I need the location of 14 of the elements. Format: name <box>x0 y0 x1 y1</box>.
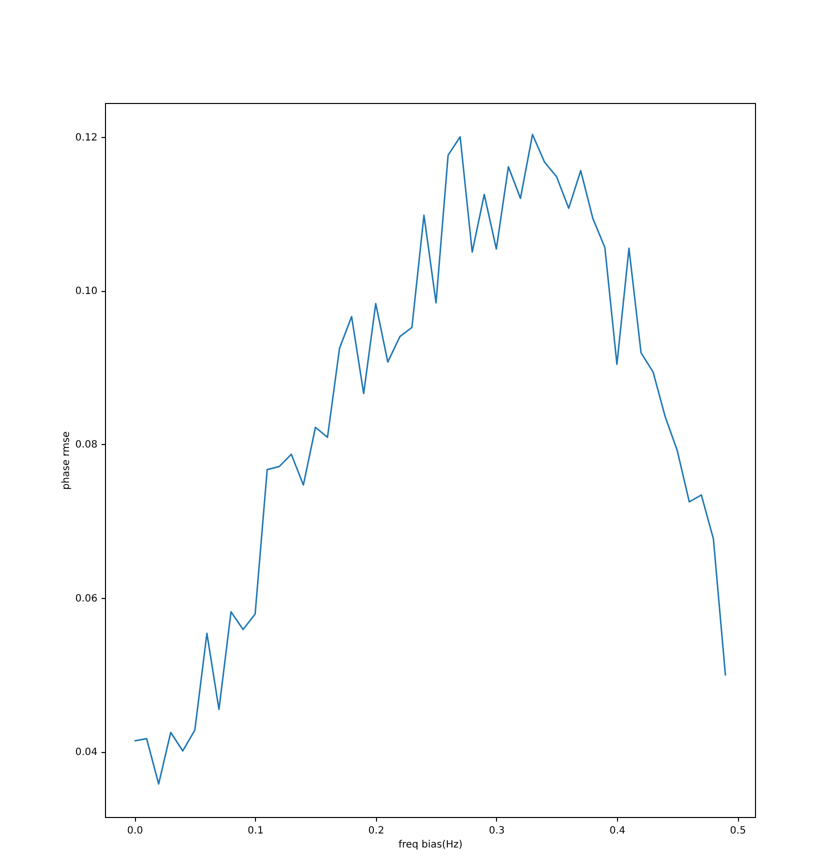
x-tick-label: 0.3 <box>488 826 505 836</box>
y-tick-label: 0.12 <box>75 132 98 144</box>
y-tick-label: 0.06 <box>75 593 98 604</box>
x-axis-title: freq bias(Hz) <box>398 840 463 850</box>
y-tick-label: 0.08 <box>75 440 98 451</box>
x-tick-label: 0.4 <box>609 826 626 836</box>
y-tick-label: 0.10 <box>75 286 98 298</box>
x-tick-label: 0.2 <box>368 826 384 836</box>
line-series <box>134 134 726 785</box>
y-axis-title: phase rmse <box>61 431 72 490</box>
x-tick-label: 0.1 <box>248 826 264 836</box>
x-tick-label: 0.5 <box>730 826 746 836</box>
y-tick-label: 0.04 <box>75 747 98 758</box>
x-tick-label: 0.0 <box>127 826 143 836</box>
